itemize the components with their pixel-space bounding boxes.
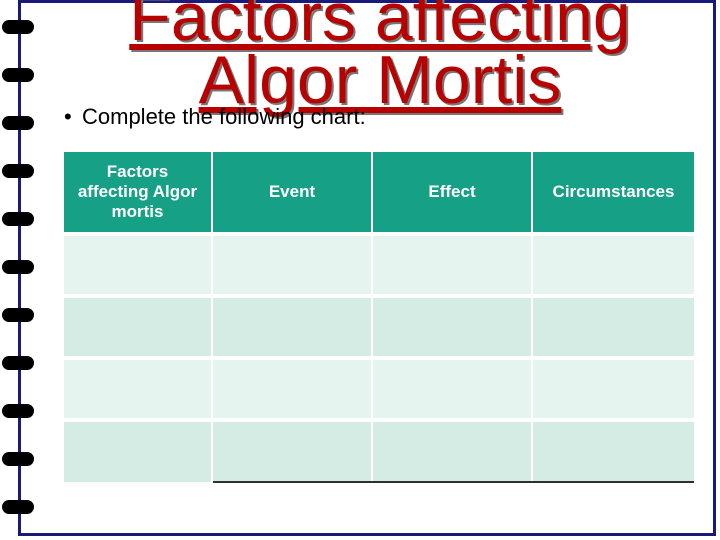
table-cell [532,234,694,296]
spiral-ring [2,452,34,466]
table-cell [372,420,532,482]
spiral-ring [2,212,34,226]
spiral-ring [2,20,34,34]
spiral-ring [2,404,34,418]
table-header-row: Factors affecting Algor mortis Event Eff… [64,152,694,234]
table-row [64,296,694,358]
bullet-dot: • [64,104,72,130]
table-cell [212,234,372,296]
factors-table: Factors affecting Algor mortis Event Eff… [64,152,694,483]
table-cell [372,234,532,296]
table-cell [212,420,372,482]
table-cell [64,420,212,482]
table-cell [532,296,694,358]
table-cell [532,358,694,420]
table-row [64,234,694,296]
table-cell [532,420,694,482]
table-cell [212,358,372,420]
instruction-text: Complete the following chart: [82,104,366,129]
col-header-effect: Effect [372,152,532,234]
spiral-ring [2,68,34,82]
spiral-ring [2,308,34,322]
table-cell [372,296,532,358]
spiral-ring [2,116,34,130]
spiral-ring [2,356,34,370]
spiral-ring [2,500,34,514]
table-cell [372,358,532,420]
table-cell [64,234,212,296]
col-header-circumstances: Circumstances [532,152,694,234]
table-row [64,358,694,420]
spiral-ring [2,164,34,178]
spiral-ring [2,260,34,274]
title-main: Factors affecting Algor Mortis [70,0,690,111]
spiral-binding [2,0,36,540]
table-row [64,420,694,482]
table-cell [212,296,372,358]
instruction-bullet: • Complete the following chart: [64,104,664,130]
slide-title: Factors affecting Algor Mortis Factors a… [70,0,690,111]
col-header-event: Event [212,152,372,234]
table-cell [64,296,212,358]
col-header-factors: Factors affecting Algor mortis [64,152,212,234]
table-cell [64,358,212,420]
